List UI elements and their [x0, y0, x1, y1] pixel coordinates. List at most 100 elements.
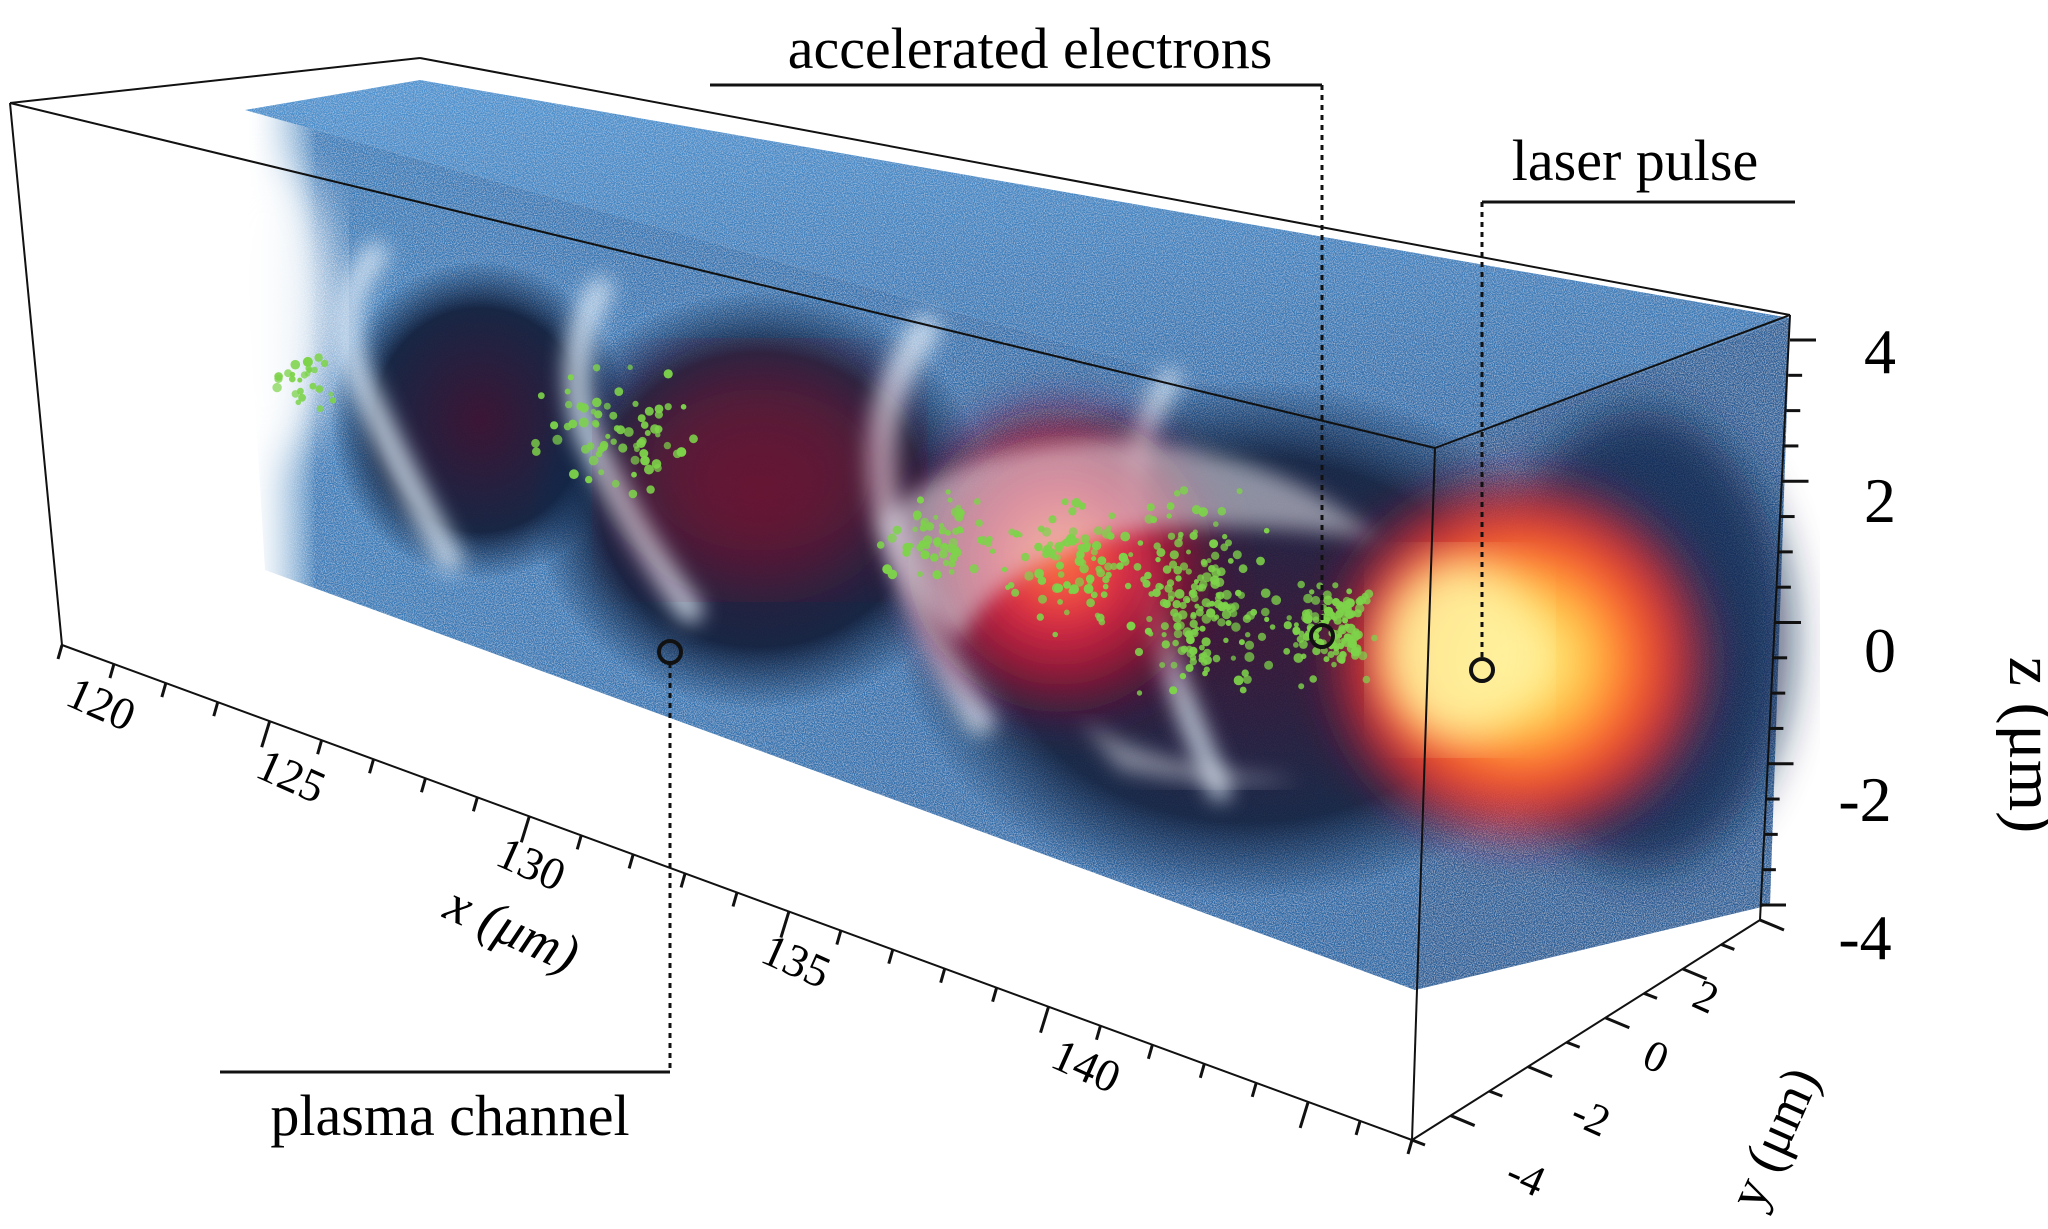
- x-axis-title: x (μm): [435, 872, 588, 984]
- electron-particle: [1302, 614, 1313, 624]
- x-tick-label: 140: [1044, 1029, 1128, 1104]
- electron-particle: [1153, 542, 1161, 550]
- x-tick-label: 120: [59, 667, 143, 742]
- electron-particle: [314, 353, 323, 362]
- electron-particle: [1201, 637, 1211, 647]
- callout-accelerated-electrons: accelerated electrons: [710, 16, 1335, 649]
- electron-particle: [1124, 582, 1132, 590]
- tick-mark: [1298, 1101, 1310, 1129]
- electron-particle: [1038, 594, 1047, 604]
- y-tick-label: 2: [1686, 970, 1726, 1024]
- electron-particle: [1231, 622, 1241, 632]
- box-back-edges: [9, 57, 1791, 316]
- electron-particle: [933, 539, 942, 548]
- electron-particle: [1243, 675, 1252, 684]
- electron-particle: [1235, 589, 1242, 597]
- tick-mark: [56, 644, 64, 660]
- electron-particle: [1216, 567, 1226, 577]
- electron-particle: [1176, 621, 1185, 630]
- electron-particle: [1179, 486, 1189, 495]
- electron-particle: [1194, 626, 1200, 632]
- electron-particle: [1193, 579, 1199, 585]
- electron-particle: [1057, 562, 1063, 568]
- electron-particle: [567, 374, 575, 381]
- tick-mark: [1354, 1120, 1362, 1136]
- electron-particle: [1186, 635, 1195, 645]
- electron-particle: [1358, 651, 1368, 661]
- electron-particle: [1077, 544, 1085, 552]
- electron-particle: [597, 446, 605, 454]
- electron-particle: [305, 365, 312, 372]
- electron-particle: [1331, 661, 1337, 668]
- electron-particle: [1238, 639, 1245, 646]
- electron-particle: [628, 489, 638, 499]
- electron-particle: [1068, 536, 1078, 546]
- tick-mark: [1759, 918, 1785, 932]
- tick-mark: [991, 987, 999, 1003]
- electron-particle: [1126, 621, 1136, 631]
- electron-particle: [1230, 655, 1236, 661]
- electron-particle: [1337, 642, 1345, 650]
- electron-particle: [1238, 564, 1248, 574]
- electron-particle: [644, 430, 651, 436]
- tick-mark: [1146, 1044, 1154, 1060]
- electron-particle: [598, 469, 605, 476]
- electron-particle: [1264, 660, 1274, 670]
- electron-particle: [646, 485, 655, 494]
- tick-mark: [368, 758, 375, 774]
- electron-particle: [939, 526, 947, 535]
- electron-particle: [591, 419, 600, 427]
- electron-particle: [1174, 538, 1183, 548]
- electron-particle: [1128, 552, 1134, 558]
- electron-particle: [637, 414, 646, 423]
- tick-mark: [627, 854, 635, 869]
- electron-particle: [1233, 675, 1244, 686]
- electron-cloud: [272, 353, 1378, 696]
- electron-particle: [1201, 613, 1212, 624]
- electron-particle: [680, 404, 687, 410]
- electron-particle: [1221, 609, 1232, 620]
- electron-particle: [1327, 651, 1335, 658]
- tick-mark: [1406, 1139, 1414, 1155]
- electron-particle: [1179, 562, 1189, 571]
- electron-particle: [947, 497, 953, 503]
- electron-particle: [295, 399, 302, 406]
- electron-particle: [1298, 630, 1305, 637]
- electron-particle: [958, 528, 965, 534]
- electron-particle: [1162, 600, 1170, 608]
- electron-particle: [639, 449, 649, 458]
- electron-particle: [930, 553, 939, 562]
- callout-laser-pulse: laser pulse: [1469, 128, 1795, 683]
- electron-particle: [1283, 621, 1292, 630]
- electron-particle: [1356, 595, 1367, 605]
- tick-mark: [679, 873, 687, 888]
- tick-mark: [939, 968, 947, 984]
- electron-particle: [920, 517, 929, 527]
- electron-particle: [1296, 635, 1305, 643]
- electron-particle: [920, 550, 930, 560]
- electron-particle: [1148, 591, 1155, 597]
- tick-mark: [1095, 1025, 1102, 1041]
- electron-particle: [1220, 543, 1229, 552]
- electron-particle: [1080, 534, 1090, 544]
- laser-glow-core: [1380, 560, 1540, 740]
- electron-particle: [1120, 531, 1131, 542]
- electron-particle: [320, 359, 329, 368]
- electron-particle: [1052, 631, 1058, 638]
- electron-particle: [1239, 686, 1247, 694]
- electron-particle: [1120, 557, 1130, 566]
- electron-particle: [1102, 583, 1109, 590]
- electron-particle: [1309, 675, 1317, 683]
- electron-particle: [274, 372, 283, 381]
- electron-particle: [1371, 634, 1378, 642]
- electron-particle: [1169, 560, 1178, 569]
- electron-particle: [945, 489, 951, 495]
- electron-particle: [297, 377, 303, 383]
- electron-particle: [1166, 513, 1172, 519]
- electron-particle: [1063, 581, 1071, 589]
- electron-particle: [1083, 584, 1094, 594]
- electron-particle: [1086, 598, 1095, 608]
- electron-particle: [933, 514, 939, 520]
- electron-particle: [907, 542, 914, 549]
- electron-particle: [1173, 490, 1181, 497]
